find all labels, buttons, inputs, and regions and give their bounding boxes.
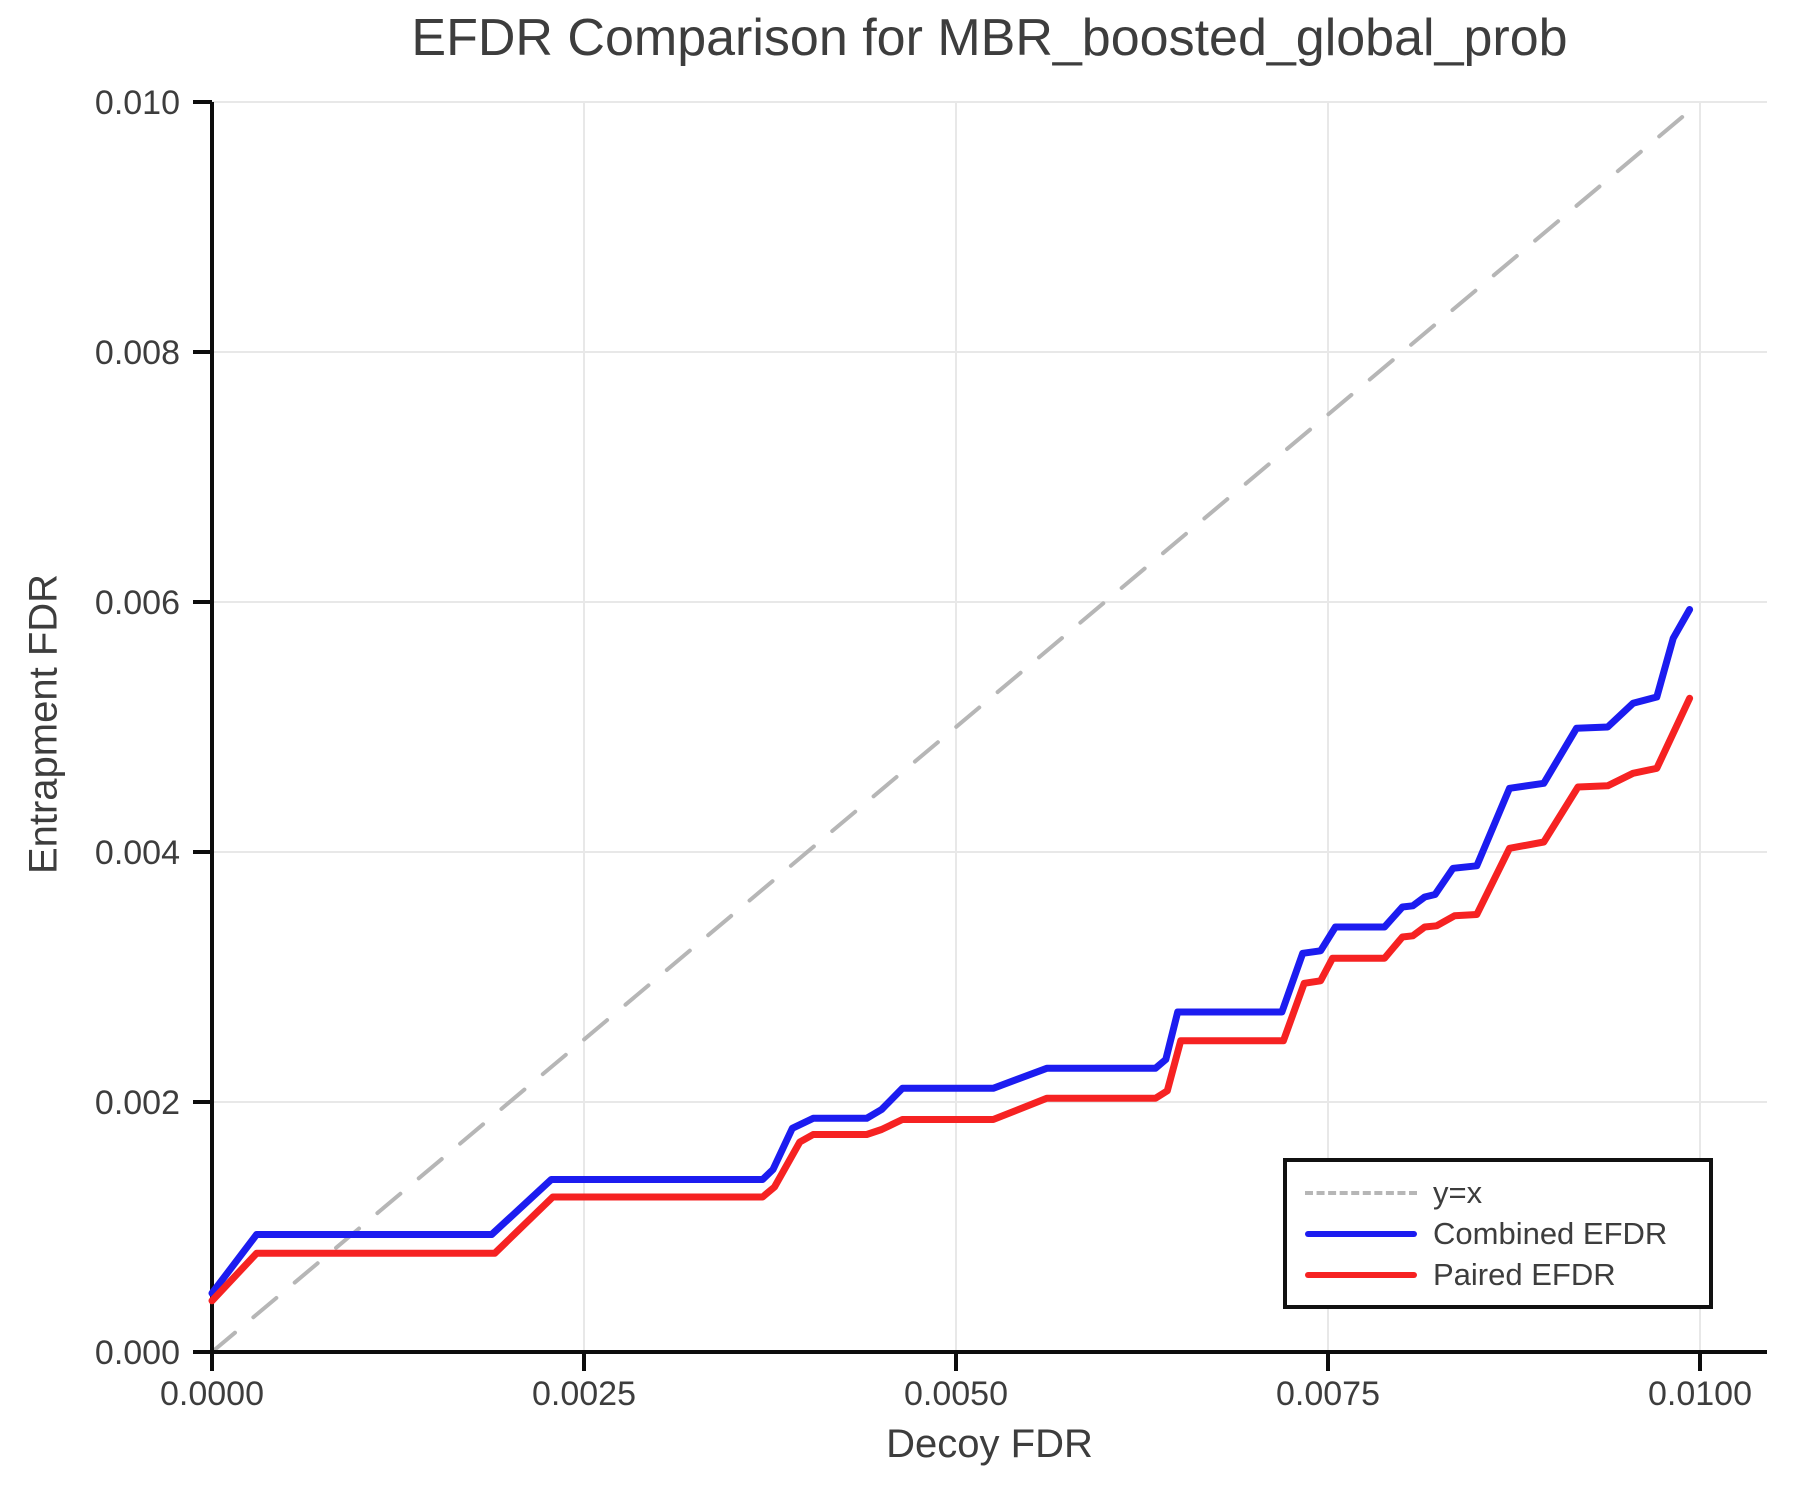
legend-item-paired-efdr: Paired EFDR bbox=[1305, 1259, 1709, 1291]
x-tick-label: 0.0025 bbox=[532, 1375, 636, 1413]
y-tick-label: 0.002 bbox=[95, 1084, 180, 1122]
y-tick-label: 0.004 bbox=[95, 834, 180, 872]
legend-label-y-equals-x: y=x bbox=[1433, 1175, 1483, 1210]
x-tick-label: 0.0000 bbox=[160, 1375, 264, 1413]
combined-efdr-line bbox=[208, 606, 1694, 1297]
y-tick-label: 0.006 bbox=[95, 584, 180, 622]
y-equals-x-line-swatch bbox=[1305, 1190, 1417, 1195]
paired-efdr-line bbox=[208, 694, 1694, 1305]
x-tick-label: 0.0075 bbox=[1276, 1375, 1380, 1413]
y-tick-label: 0.008 bbox=[95, 334, 180, 372]
x-axis-title: Decoy FDR bbox=[886, 1422, 1093, 1466]
chart-title: EFDR Comparison for MBR_boosted_global_p… bbox=[411, 9, 1568, 67]
x-tick-label: 0.0100 bbox=[1648, 1375, 1752, 1413]
legend-label-paired-efdr: Paired EFDR bbox=[1433, 1257, 1616, 1292]
legend-item-combined-efdr: Combined EFDR bbox=[1305, 1218, 1709, 1250]
y-tick-label: 0.010 bbox=[95, 84, 180, 122]
y-equals-x-line bbox=[210, 106, 1695, 1354]
legend-label-combined-efdr: Combined EFDR bbox=[1433, 1216, 1668, 1251]
legend-box: y=x Combined EFDR Paired EFDR bbox=[1283, 1158, 1713, 1309]
combined-efdr-line-swatch bbox=[1305, 1230, 1417, 1237]
x-tick-label: 0.0050 bbox=[904, 1375, 1008, 1413]
paired-efdr-line-swatch bbox=[1305, 1271, 1417, 1278]
y-tick-label: 0.000 bbox=[95, 1334, 180, 1372]
legend-item-y-equals-x: y=x bbox=[1305, 1177, 1709, 1209]
